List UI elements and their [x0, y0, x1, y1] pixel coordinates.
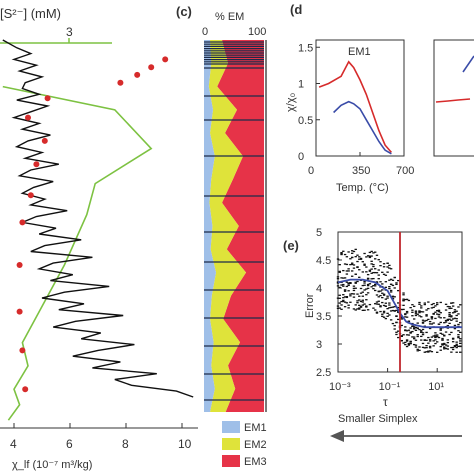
- arrow-label: Smaller Simplex: [338, 413, 418, 425]
- legend-label-em2: EM2: [244, 439, 267, 451]
- panel-e-label: (e): [283, 238, 299, 253]
- panel-e-scatter: [336, 248, 462, 353]
- x-tick-label: 350: [352, 165, 370, 177]
- y-tick-label: 3.5: [316, 311, 331, 323]
- x-tick-label: 10⁻¹: [379, 381, 401, 393]
- red-marker: [25, 114, 31, 121]
- x-tick-label: 8: [122, 437, 129, 451]
- panel-e-ticks: 2.5 3 3.5 4 4.5 5 10⁻³ 10⁻¹ 10¹: [316, 227, 444, 393]
- panel-d2-red-curve: [435, 98, 471, 103]
- legend-swatch-em1: [222, 421, 240, 433]
- panel-e-ylabel: Error: [304, 293, 316, 318]
- legend-swatch-em2: [222, 438, 240, 450]
- panel-c-tick-100: 100: [248, 26, 266, 38]
- panel-c-label: (c): [176, 4, 192, 19]
- y-tick-label: 3: [316, 339, 322, 351]
- panel-d-curves: [318, 60, 393, 155]
- legend-label-em3: EM3: [244, 456, 267, 468]
- green-series-line: [2, 85, 153, 421]
- x-tick-label: 10: [178, 437, 192, 451]
- red-marker: [117, 79, 124, 86]
- red-marker: [19, 347, 26, 354]
- legend-label-em1: EM1: [244, 422, 267, 434]
- x-tick-label: 0: [308, 165, 314, 177]
- y-tick-label: 0.5: [298, 115, 313, 127]
- black-series-line: [2, 39, 194, 398]
- black-series: [2, 39, 194, 398]
- red-marker: [134, 71, 141, 78]
- x-tick-label: 4: [10, 437, 17, 451]
- area-em2: [208, 40, 246, 412]
- em-stack-areas: [204, 40, 264, 412]
- red-marker: [41, 137, 48, 144]
- legend: EM1 EM2 EM3: [222, 421, 267, 468]
- x-axis-ticks: 4 6 8 10: [10, 423, 192, 451]
- x-tick-label: 10⁻³: [329, 381, 351, 393]
- red-marker: [148, 64, 155, 71]
- y-tick-label: 2.5: [316, 367, 331, 379]
- area-em3: [217, 40, 264, 412]
- red-marker: [16, 262, 23, 268]
- panel-c-tick-0: 0: [202, 26, 208, 38]
- red-markers: [16, 56, 169, 393]
- x-tick-label: 6: [66, 437, 73, 451]
- panel-d-ticks: 0 350 700 0 0.5 1 1.5: [298, 42, 414, 177]
- panel-d-title: EM1: [348, 46, 371, 58]
- red-marker: [33, 161, 40, 168]
- panel-left: [S²⁻] (mM) 3 4 6 8 10 χ_lf (10⁻⁷ m³/kg): [0, 6, 198, 471]
- blue-curve: [333, 100, 392, 155]
- red-marker: [19, 219, 26, 226]
- green-series: [2, 85, 153, 421]
- red-marker: [44, 95, 51, 102]
- red-marker: [16, 308, 23, 315]
- arrow-left: [330, 430, 462, 442]
- y-tick-label: 0: [298, 151, 304, 163]
- panel-d2-blue-curve: [462, 55, 474, 73]
- panel-d2-frame: [433, 39, 474, 157]
- panel-e: (e) Error 2.5 3 3.5 4 4.5 5 10⁻³ 10⁻¹ 10¹ τ Smal…: [283, 227, 463, 442]
- panel-e-xlabel: τ: [383, 395, 388, 409]
- panel-c: (c) % EM 0 100 EM1 EM2 EM3: [176, 4, 267, 468]
- x-tick-label: 700: [396, 165, 414, 177]
- y-tick-label: 4: [316, 283, 322, 295]
- red-marker: [27, 192, 34, 199]
- y-tick-label: 1.5: [298, 42, 313, 54]
- x-tick-label: 10¹: [428, 381, 444, 393]
- y-tick-label: 1: [298, 79, 304, 91]
- top-axis-tick-label: 3: [66, 25, 73, 39]
- y-tick-label: 5: [316, 227, 322, 239]
- sample-lines: [204, 41, 264, 401]
- panel-d: (d EM1 χ/χ₀ 0 350 700 0 0.5 1 1.5 Temp. (°C): [285, 2, 474, 194]
- top-axis-label: [S²⁻] (mM): [0, 6, 61, 21]
- legend-swatch-em3: [222, 455, 240, 467]
- panel-d-ylabel: χ/χ₀: [285, 93, 297, 112]
- x-axis-label: χ_lf (10⁻⁷ m³/kg): [12, 459, 92, 471]
- panel-d-label: (d: [290, 2, 302, 17]
- panel-d-xlabel: Temp. (°C): [336, 182, 389, 194]
- red-marker: [22, 386, 29, 393]
- y-tick-label: 4.5: [316, 255, 331, 267]
- red-curve: [318, 60, 393, 153]
- panel-e-curves: [337, 232, 462, 372]
- area-em1: [204, 40, 216, 412]
- red-marker: [162, 56, 169, 63]
- panel-c-title: % EM: [215, 11, 244, 23]
